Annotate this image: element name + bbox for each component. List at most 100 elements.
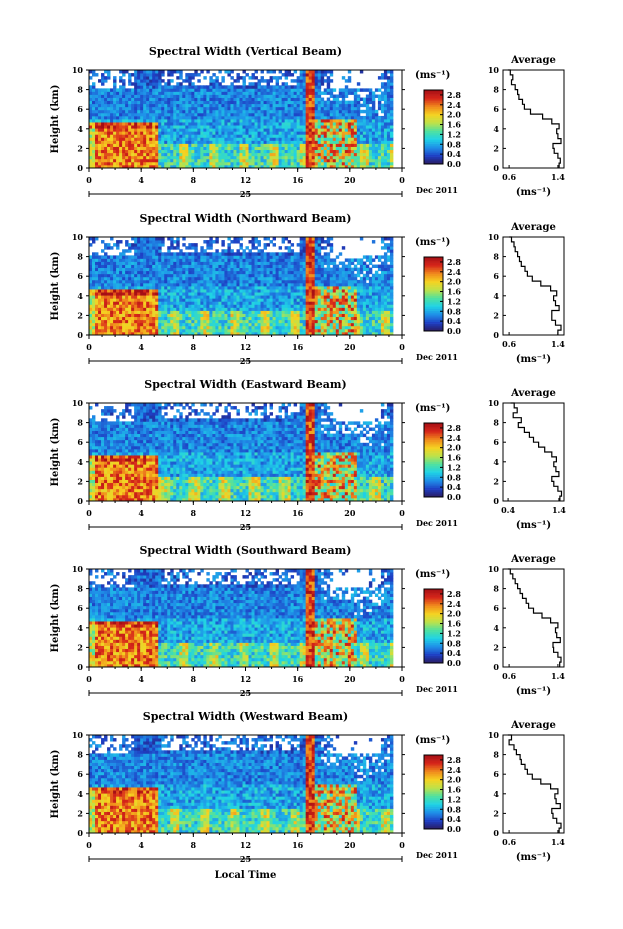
heatmap-cell: [116, 146, 120, 151]
heatmap-cell: [134, 97, 138, 102]
heatmap-cell: [224, 325, 228, 330]
heatmap-cell: [92, 143, 96, 147]
heatmap-cell: [176, 91, 180, 95]
heatmap-cell: [362, 143, 367, 147]
heatmap-cell: [245, 158, 249, 163]
heatmap-cell: [308, 76, 313, 80]
heatmap-cell: [233, 258, 237, 262]
heatmap-cell: [287, 131, 292, 135]
heatmap-cell: [191, 106, 195, 111]
heatmap-cell: [263, 161, 267, 166]
heatmap-cell: [179, 307, 183, 311]
heatmap-cell: [116, 292, 120, 296]
heatmap-cell: [218, 97, 222, 102]
heatmap-cell: [257, 158, 261, 163]
heatmap-cell: [242, 307, 246, 311]
heatmap-cell: [230, 313, 234, 318]
heatmap-cell: [140, 301, 144, 305]
heatmap-cell: [101, 240, 105, 244]
heatmap-cell: [89, 243, 93, 247]
heatmap-cell: [128, 249, 132, 253]
heatmap-cell: [281, 140, 286, 144]
heatmap-cell: [194, 119, 198, 123]
heatmap-cell: [251, 85, 255, 89]
heatmap-cell: [158, 286, 162, 290]
heatmap-cell: [368, 152, 373, 157]
heatmap-cell: [107, 255, 111, 259]
heatmap-cell: [98, 146, 102, 151]
heatmap-cell: [101, 249, 105, 253]
heatmap-cell: [176, 261, 180, 265]
heatmap-cell: [125, 292, 129, 296]
heatmap-cell: [134, 79, 138, 83]
heatmap-cell: [311, 125, 316, 129]
heatmap-cell: [161, 146, 165, 151]
heatmap-cell: [356, 137, 361, 141]
heatmap-cell: [251, 255, 255, 259]
heatmap-cell: [239, 307, 243, 311]
heatmap-cell: [320, 131, 325, 135]
heatmap-cell: [362, 125, 367, 129]
heatmap-cell: [137, 122, 141, 126]
heatmap-cell: [233, 267, 237, 272]
heatmap-cell: [149, 264, 153, 269]
heatmap-cell: [350, 149, 355, 154]
heatmap-cell: [182, 331, 186, 336]
heatmap-cell: [320, 115, 325, 120]
heatmap-cell: [284, 307, 289, 311]
heatmap-cell: [338, 140, 343, 144]
heatmap-cell: [179, 328, 183, 333]
heatmap-cell: [311, 143, 316, 147]
heatmap-cell: [278, 261, 283, 265]
heatmap-cell: [296, 125, 301, 129]
heatmap-cell: [137, 301, 141, 305]
heatmap-cell: [116, 155, 120, 160]
heatmap-cell: [281, 109, 286, 114]
heatmap-cell: [254, 240, 258, 244]
heatmap-cell: [89, 70, 93, 74]
heatmap-cell: [92, 112, 96, 117]
heatmap-cell: [209, 88, 213, 92]
heatmap-cell: [287, 103, 292, 108]
colorbar-swatch: [424, 139, 443, 143]
heatmap-cell: [233, 307, 237, 311]
heatmap-cell: [209, 322, 213, 327]
heatmap-cell: [245, 292, 249, 296]
heatmap-cell: [257, 122, 261, 126]
heatmap-cell: [365, 97, 370, 102]
heatmap-cell: [272, 85, 276, 89]
heatmap-cell: [92, 134, 96, 138]
heatmap-cell: [125, 164, 129, 169]
heatmap-cell: [113, 289, 117, 293]
heatmap-cell: [248, 286, 252, 290]
heatmap-cell: [359, 119, 364, 123]
heatmap-cell: [269, 112, 273, 117]
heatmap-cell: [89, 76, 93, 80]
heatmap-cell: [191, 97, 195, 102]
heatmap-cell: [92, 106, 96, 111]
heatmap-cell: [254, 331, 258, 336]
heatmap-cell: [218, 137, 222, 141]
heatmap-cell: [155, 97, 159, 102]
heatmap-cell: [107, 304, 111, 308]
heatmap-cell: [269, 270, 273, 275]
heatmap-cell: [233, 310, 237, 314]
heatmap-cell: [116, 279, 120, 284]
heatmap-cell: [107, 106, 111, 111]
profile-y-tick-label: 0: [493, 163, 499, 173]
heatmap-cell: [344, 149, 349, 154]
heatmap-cell: [260, 88, 264, 92]
heatmap-cell: [161, 70, 165, 74]
heatmap-cell: [386, 119, 391, 123]
heatmap-cell: [353, 143, 358, 147]
heatmap-cell: [242, 316, 246, 321]
heatmap-cell: [173, 304, 177, 308]
heatmap-cell: [203, 252, 207, 256]
heatmap-cell: [200, 282, 204, 287]
heatmap-cell: [341, 146, 346, 151]
heatmap-cell: [116, 316, 120, 321]
colorbar-tick-label: 0.0: [447, 159, 461, 169]
heatmap-cell: [239, 252, 243, 256]
heatmap-cell: [239, 106, 243, 111]
heatmap-cell: [182, 319, 186, 324]
